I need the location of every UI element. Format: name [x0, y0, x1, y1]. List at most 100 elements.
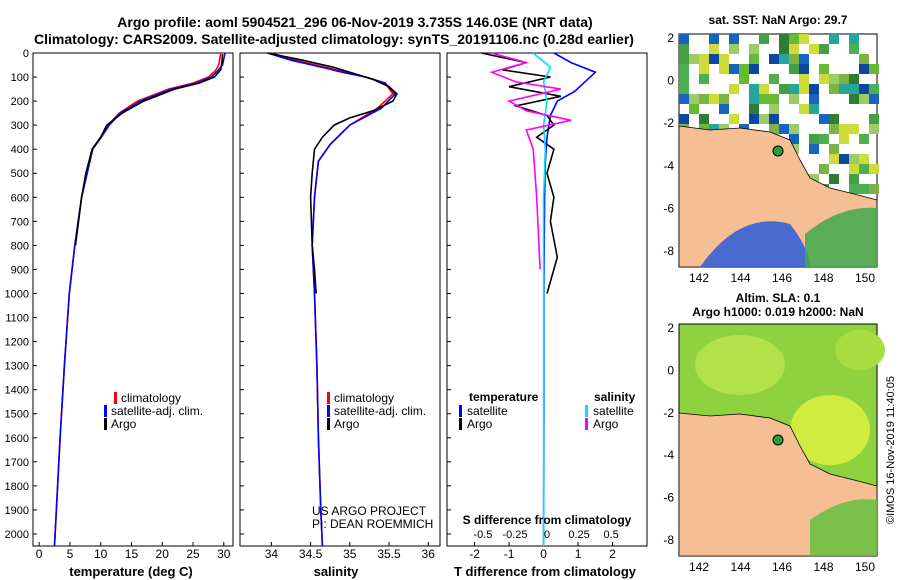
- sst-cell: [759, 114, 769, 124]
- sst-cell: [809, 104, 819, 114]
- sst-cell: [739, 64, 749, 74]
- map-lat-tick: 0: [667, 74, 674, 88]
- map-lon-tick: 148: [813, 560, 833, 574]
- temperature-legend: climatology satellite-adj. clim. Argo: [104, 391, 203, 431]
- sla-map-title-1: Altim. SLA: 0.1: [736, 291, 821, 305]
- depth-tick-label: 500: [11, 168, 29, 180]
- sst-cell: [719, 94, 729, 104]
- sst-cell: [709, 54, 719, 64]
- salinity-legend: climatology satellite-adj. clim. Argo: [327, 391, 426, 431]
- sst-cell: [799, 104, 809, 114]
- legend-s-satellite: satellite: [593, 404, 634, 418]
- sst-cell: [769, 94, 779, 104]
- sst-cell: [749, 114, 759, 124]
- map-lon-tick: 146: [772, 271, 792, 285]
- imos-stamp: ©IMOS 16-Nov-2019 11:40:05: [885, 376, 897, 524]
- salinity-panel: [239, 52, 441, 547]
- sst-deep-blue-patch: [700, 221, 810, 267]
- sst-cell: [829, 144, 839, 154]
- sst-cell: [719, 54, 729, 64]
- sst-cell: [829, 174, 839, 184]
- sst-cell: [719, 104, 729, 114]
- map-lat-tick: -2: [663, 406, 674, 420]
- sst-cell: [749, 54, 759, 64]
- sst-cell: [779, 124, 789, 134]
- x-tick-label: 34: [265, 547, 279, 561]
- sst-cell: [699, 94, 709, 104]
- sst-cell: [709, 124, 719, 134]
- sst-cell: [809, 94, 819, 104]
- map-lon-tick: 146: [772, 560, 792, 574]
- sst-cell: [799, 34, 809, 44]
- map-lon-tick: 144: [730, 271, 750, 285]
- sst-cell: [729, 114, 739, 124]
- depth-tick-label: 1900: [5, 505, 29, 517]
- depth-tick-label: 1500: [5, 409, 29, 421]
- legend-swatch-t-satellite: [459, 405, 462, 417]
- series-line-s-argo: [489, 52, 572, 270]
- sst-cell: [849, 44, 859, 54]
- sst-cell: [819, 114, 829, 124]
- map-lon-tick: 142: [689, 271, 709, 285]
- sst-cell: [689, 104, 699, 114]
- x-tick-label: 34.5: [299, 547, 323, 561]
- x-tick-label: 2: [609, 547, 616, 561]
- sla-green-patch: [810, 499, 877, 556]
- sst-cell: [819, 64, 829, 74]
- depth-tick-label: 800: [11, 240, 29, 252]
- sst-cell: [679, 44, 689, 54]
- depth-tick-label: 300: [11, 120, 29, 132]
- sst-cell: [849, 74, 859, 84]
- sst-cell: [809, 174, 819, 184]
- sst-cell: [749, 44, 759, 54]
- sst-cell: [859, 184, 869, 194]
- sst-cell: [709, 94, 719, 104]
- sst-cell: [859, 54, 869, 64]
- sst-cell: [789, 94, 799, 104]
- map-lon-tick: 150: [855, 271, 875, 285]
- x-tick-label: 0: [36, 547, 43, 561]
- x-tick-label: 10: [94, 547, 108, 561]
- sst-cell: [729, 34, 739, 44]
- series-line-argo: [74, 54, 224, 246]
- x-tick-label: 0: [540, 547, 547, 561]
- sst-cell: [859, 64, 869, 74]
- sst-cell: [679, 94, 689, 104]
- difference-xlabel: T difference from climatology: [454, 564, 637, 579]
- sst-cell: [829, 34, 839, 44]
- sst-green-patch: [805, 207, 877, 267]
- legend-satellite: satellite-adj. clim.: [111, 404, 203, 418]
- sst-cell: [829, 124, 839, 134]
- sst-cell: [699, 114, 709, 124]
- sst-cell: [849, 154, 859, 164]
- difference-legend: temperature satellite Argo salinity sate…: [459, 390, 636, 431]
- map-lat-tick: -4: [663, 159, 674, 173]
- sst-cell: [799, 64, 809, 74]
- sst-cell: [789, 124, 799, 134]
- series-line-satellite-adj-clim-: [267, 52, 397, 547]
- map-lat-tick: -8: [663, 533, 674, 547]
- depth-tick-label: 100: [11, 72, 29, 84]
- s-tick-label: 0.5: [603, 529, 618, 541]
- map-lat-tick: -8: [663, 244, 674, 258]
- salinity-xlabel: salinity: [314, 564, 360, 579]
- sst-cell: [859, 84, 869, 94]
- sst-cell: [729, 44, 739, 54]
- sst-cell: [689, 54, 699, 64]
- map-lat-tick: -6: [663, 201, 674, 215]
- project-credit: US ARGO PROJECT: [312, 504, 427, 518]
- sst-cell: [799, 84, 809, 94]
- depth-tick-label: 1400: [5, 385, 29, 397]
- sst-cell: [819, 134, 829, 144]
- difference-panel: [446, 52, 648, 547]
- depth-tick-label: 1800: [5, 481, 29, 493]
- legend-climatology: climatology: [334, 391, 394, 405]
- map-lat-tick: 2: [667, 31, 674, 45]
- sst-cell: [789, 54, 799, 64]
- sst-cell: [839, 154, 849, 164]
- depth-tick-label: 600: [11, 192, 29, 204]
- sst-cell: [709, 34, 719, 44]
- sla-light-patch: [695, 335, 785, 395]
- title-line-1: Argo profile: aoml 5904521_296 06-Nov-20…: [117, 14, 592, 30]
